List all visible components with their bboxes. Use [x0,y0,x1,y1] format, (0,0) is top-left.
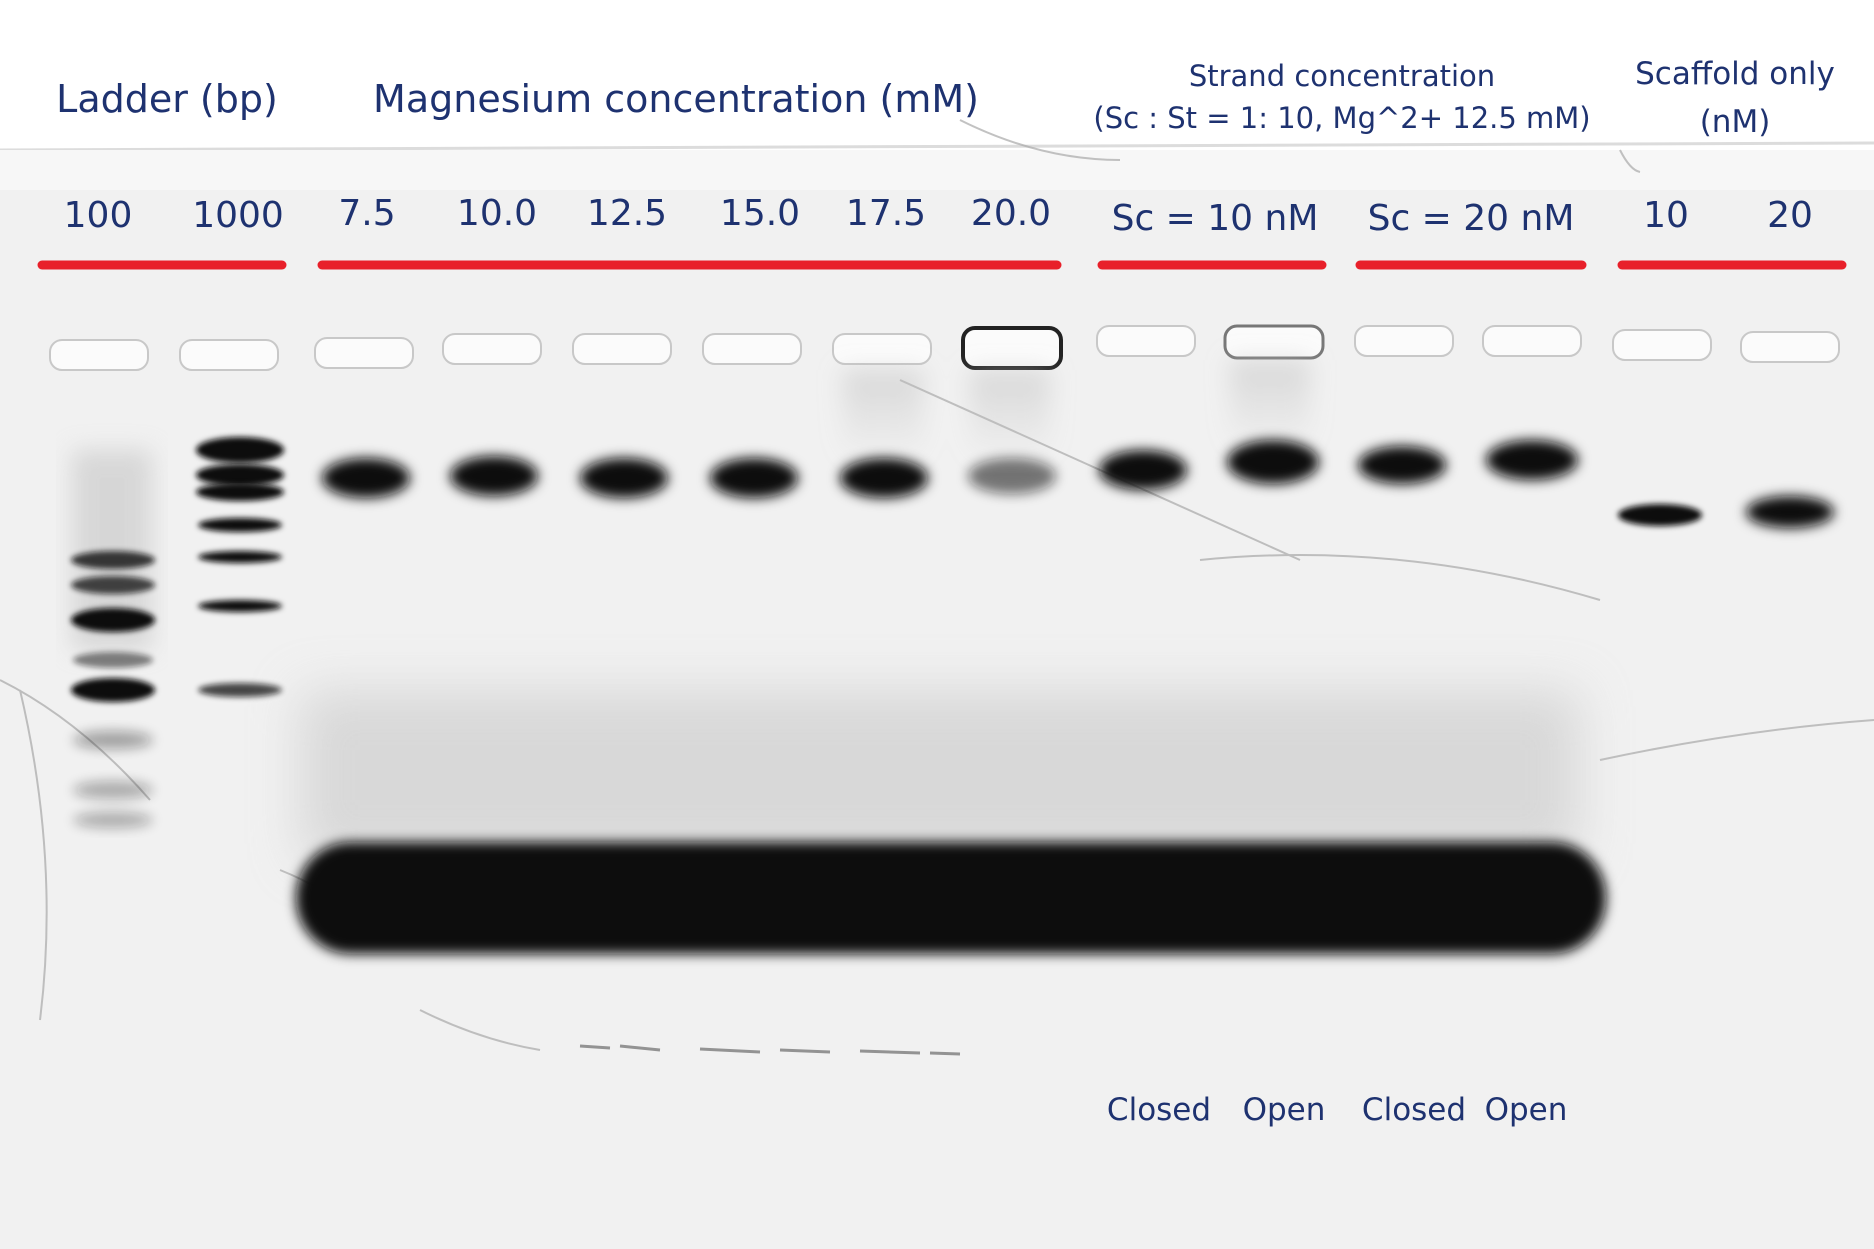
lane-label-sc-10: Sc = 10 nM [1111,198,1319,239]
strand-header-line1: Strand concentration [1188,59,1496,93]
state-label-closed-2: Closed [1361,1092,1467,1128]
magnesium-header: Magnesium concentration (mM) [373,77,979,121]
state-label-closed-1: Closed [1106,1092,1212,1128]
lane-smears [843,360,1310,460]
lane-label-scaffold-10: 10 [1643,195,1689,236]
scaffold-header-line2: (nM) [1699,104,1771,140]
excess-staple-band [296,690,1606,954]
sample-bands [322,440,1834,528]
state-label-open-2: Open [1484,1092,1568,1128]
strand-header-line2: (Sc : St = 1: 10, Mg^2+ 12.5 mM) [1093,101,1591,135]
lane-label-ladder-1000: 1000 [192,195,284,236]
ladder-1000-bands [196,437,284,697]
lane-label-mg-7-5: 7.5 [338,193,396,234]
lane-label-mg-12-5: 12.5 [586,193,668,234]
lane-label-sc-20: Sc = 20 nM [1367,198,1575,239]
lane-label-mg-20: 20.0 [970,193,1052,234]
ladder-header: Ladder (bp) [56,77,278,121]
wells [49,324,1840,371]
lane-label-scaffold-20: 20 [1767,195,1813,236]
scaffold-header-line1: Scaffold only [1635,56,1835,92]
lane-label-mg-15: 15.0 [719,193,801,234]
lane-label-ladder-100: 100 [63,195,133,236]
lane-label-mg-17-5: 17.5 [845,193,927,234]
gel-dash-artifacts [579,1044,961,1056]
state-label-open-1: Open [1242,1092,1326,1128]
ladder-100-bands [71,450,155,828]
lane-label-mg-10: 10.0 [456,193,538,234]
